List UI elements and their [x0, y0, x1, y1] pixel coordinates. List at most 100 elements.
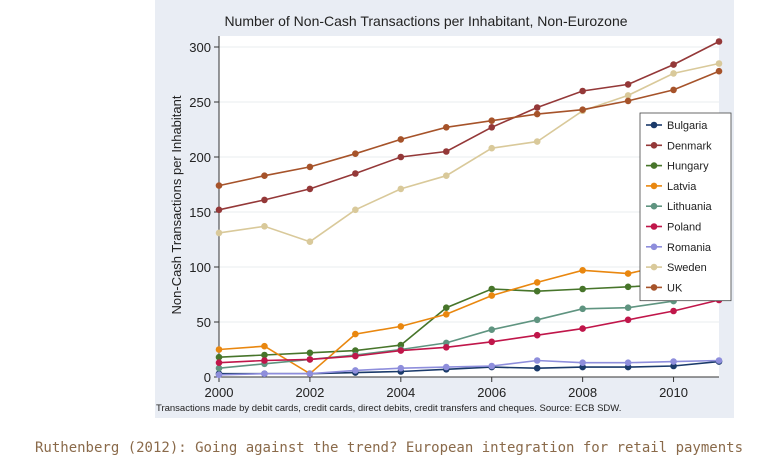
data-point-sweden [261, 223, 268, 230]
data-point-uk [579, 106, 586, 113]
x-tick-label: 2002 [295, 385, 324, 400]
data-point-poland [261, 357, 268, 364]
legend-label-romania: Romania [667, 242, 712, 254]
data-point-poland [215, 359, 223, 367]
data-point-latvia [624, 270, 632, 277]
series-line-denmark [218, 40, 720, 211]
legend-label-sweden: Sweden [667, 262, 707, 274]
chart-source-note: Transactions made by debit cards, credit… [156, 403, 621, 414]
data-point-romania [442, 363, 450, 371]
data-point-latvia [397, 323, 405, 330]
data-point-poland [488, 338, 496, 346]
data-point-poland [306, 356, 314, 363]
legend-label-hungary: Hungary [667, 161, 709, 173]
data-point-uk [306, 163, 314, 171]
data-point-sweden [670, 70, 677, 77]
data-point-uk [261, 172, 268, 179]
legend-marker-hungary [650, 162, 658, 169]
data-point-poland [579, 325, 586, 332]
legend-label-denmark: Denmark [667, 140, 712, 152]
series-line-latvia [218, 253, 720, 375]
data-point-sweden [215, 229, 223, 237]
data-point-uk [670, 86, 677, 94]
data-point-romania [306, 370, 314, 378]
legend-marker-poland [650, 223, 658, 230]
data-point-latvia [261, 342, 268, 350]
data-point-romania [579, 359, 586, 367]
data-point-sweden [306, 238, 314, 245]
plot-area: 0 50 100 150 200 250 300 2000 2002 2004 2006 2008 20… [189, 36, 723, 400]
data-point-latvia [215, 346, 223, 353]
data-point-hungary [579, 285, 586, 293]
data-point-poland [624, 316, 632, 324]
legend-marker-sweden [650, 263, 658, 271]
data-point-poland [442, 344, 450, 351]
data-point-romania [533, 357, 541, 364]
data-point-lithuania [533, 316, 541, 324]
data-point-uk [624, 97, 632, 105]
y-tick-label: 100 [189, 260, 211, 275]
data-point-uk [352, 150, 359, 157]
y-tick-label: 250 [189, 95, 211, 110]
data-point-hungary [624, 283, 632, 291]
data-point-hungary [261, 351, 268, 359]
legend-label-poland: Poland [667, 222, 701, 234]
data-point-denmark [488, 124, 496, 131]
data-point-poland [397, 347, 405, 354]
data-point-poland [670, 307, 677, 315]
data-point-romania [624, 359, 632, 367]
chart-panel: Number of Non-Cash Transactions per Inha… [155, 0, 734, 418]
data-point-uk [715, 67, 723, 75]
y-tick-label: 0 [204, 370, 211, 385]
series-line-uk [218, 70, 720, 187]
data-point-latvia [442, 311, 450, 318]
series-line-poland [218, 299, 720, 364]
series-line-hungary [218, 283, 719, 358]
data-point-poland [352, 352, 359, 360]
data-point-lithuania [579, 305, 586, 313]
data-point-denmark [397, 153, 405, 161]
data-point-denmark [215, 206, 223, 214]
chart-title: Number of Non-Cash Transactions per Inha… [224, 13, 627, 29]
y-tick-label: 150 [189, 205, 211, 220]
data-point-romania [261, 370, 268, 378]
data-point-sweden [488, 144, 496, 152]
data-point-lithuania [488, 326, 496, 334]
data-point-romania [715, 357, 723, 364]
data-point-sweden [397, 185, 405, 193]
data-point-latvia [579, 267, 586, 274]
plot-background [219, 36, 719, 377]
data-point-poland [533, 331, 541, 339]
line-chart: Number of Non-Cash Transactions per Inha… [156, 13, 732, 414]
data-point-lithuania [215, 364, 223, 372]
data-point-lithuania [624, 304, 632, 312]
data-point-sweden [442, 172, 450, 179]
legend-marker-latvia [650, 182, 658, 190]
data-point-latvia [352, 330, 359, 338]
y-tick-label: 300 [189, 40, 211, 55]
x-tick-label: 2010 [659, 385, 688, 400]
data-point-romania [352, 367, 359, 374]
legend-label-bulgaria: Bulgaria [667, 120, 708, 132]
data-point-uk [533, 110, 541, 118]
data-point-latvia [488, 292, 496, 299]
legend-marker-denmark [650, 142, 658, 149]
data-point-bulgaria [533, 364, 541, 372]
data-point-romania [670, 358, 677, 365]
legend: Bulgaria Denmark Hungary Latvia Lithuania Pol… [639, 112, 732, 302]
data-point-hungary [215, 353, 223, 361]
x-tick-label: 2000 [205, 385, 234, 400]
legend-label-latvia: Latvia [667, 181, 697, 193]
data-point-uk [488, 117, 496, 124]
data-point-hungary [306, 349, 314, 357]
data-point-denmark [624, 81, 632, 88]
data-point-romania [215, 371, 223, 379]
legend-marker-bulgaria [650, 121, 658, 129]
x-tick-label: 2004 [386, 385, 415, 400]
x-tick-label: 2006 [477, 385, 506, 400]
data-point-hungary [442, 304, 450, 312]
legend-marker-uk [650, 284, 658, 291]
data-point-sweden [533, 138, 541, 145]
data-point-sweden [352, 206, 359, 214]
y-axis-label: Non-Cash Transactions per Inhabitant [169, 95, 184, 314]
